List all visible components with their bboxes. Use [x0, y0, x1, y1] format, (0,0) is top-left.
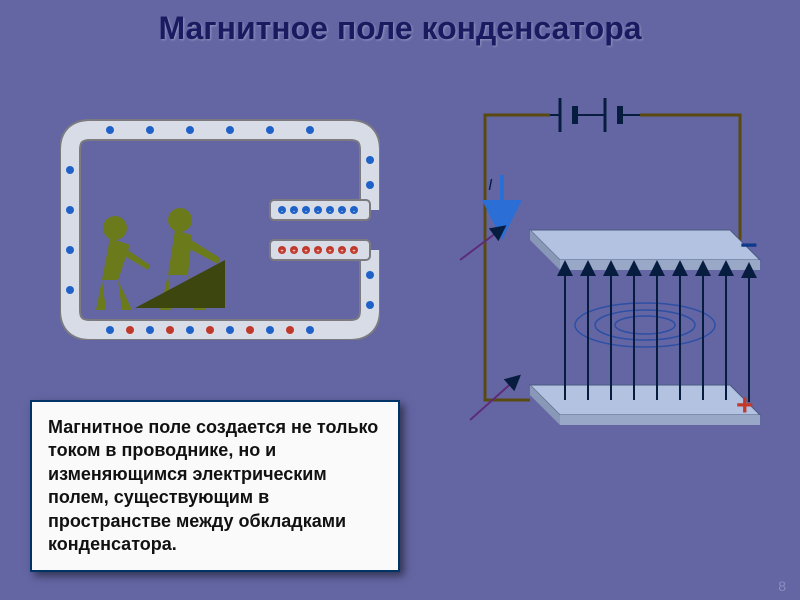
svg-text:-: -: [281, 209, 283, 215]
minus-label: −: [740, 229, 758, 262]
svg-text:-: -: [293, 209, 295, 215]
plus-label: +: [736, 389, 754, 422]
svg-text:-: -: [317, 209, 319, 215]
top-plate: [530, 230, 760, 270]
svg-text:+: +: [316, 249, 320, 255]
svg-text:+: +: [304, 249, 308, 255]
current-label: I: [488, 177, 493, 194]
working-figure-1: [96, 216, 150, 310]
svg-text:-: -: [305, 209, 307, 215]
e-field-arrows: [565, 268, 749, 402]
page-title: Магнитное поле конденсатора: [0, 0, 800, 47]
left-analogy-diagram: - - - - - - - + + + + + + +: [60, 110, 380, 340]
battery-symbol: [550, 98, 640, 132]
right-circuit-diagram: I − +: [430, 90, 770, 450]
caption-text: Магнитное поле создается не только током…: [30, 400, 400, 572]
svg-text:+: +: [292, 249, 296, 255]
svg-text:-: -: [341, 209, 343, 215]
page-number: 8: [778, 578, 786, 594]
magnetic-field-top: [460, 230, 500, 260]
magnetic-field-ellipses: [575, 303, 715, 347]
svg-text:+: +: [328, 249, 332, 255]
svg-text:+: +: [280, 249, 284, 255]
svg-text:-: -: [353, 209, 355, 215]
svg-text:-: -: [329, 209, 331, 215]
svg-text:+: +: [352, 249, 356, 255]
svg-text:+: +: [340, 249, 344, 255]
